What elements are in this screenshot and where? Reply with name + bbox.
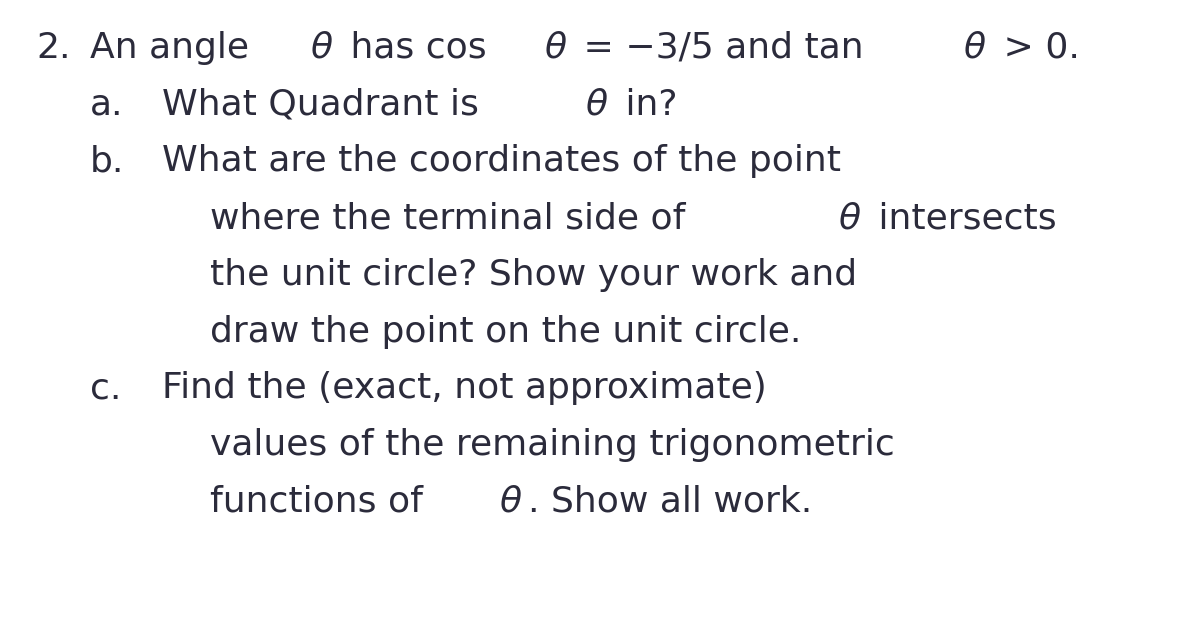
Text: draw the point on the unit circle.: draw the point on the unit circle. (210, 315, 802, 349)
Text: 2.: 2. (36, 31, 71, 65)
Text: where the terminal side of: where the terminal side of (210, 201, 697, 235)
Text: θ: θ (499, 485, 522, 519)
Text: intersects: intersects (866, 201, 1056, 235)
Text: What Quadrant is: What Quadrant is (162, 88, 491, 122)
Text: a.: a. (90, 88, 124, 122)
Text: functions of: functions of (210, 485, 434, 519)
Text: θ: θ (544, 31, 566, 65)
Text: the unit circle? Show your work and: the unit circle? Show your work and (210, 258, 857, 292)
Text: θ: θ (310, 31, 332, 65)
Text: Find the (exact, not approximate): Find the (exact, not approximate) (162, 371, 767, 405)
Text: . Show all work.: . Show all work. (528, 485, 812, 519)
Text: c.: c. (90, 371, 121, 405)
Text: in?: in? (614, 88, 678, 122)
Text: θ: θ (586, 88, 608, 122)
Text: θ: θ (964, 31, 985, 65)
Text: θ: θ (839, 201, 860, 235)
Text: has cos: has cos (338, 31, 498, 65)
Text: What are the coordinates of the point: What are the coordinates of the point (162, 144, 841, 178)
Text: An angle: An angle (90, 31, 260, 65)
Text: b.: b. (90, 144, 125, 178)
Text: = −3/5 and tan: = −3/5 and tan (572, 31, 876, 65)
Text: > 0.: > 0. (992, 31, 1080, 65)
Text: values of the remaining trigonometric: values of the remaining trigonometric (210, 428, 895, 462)
